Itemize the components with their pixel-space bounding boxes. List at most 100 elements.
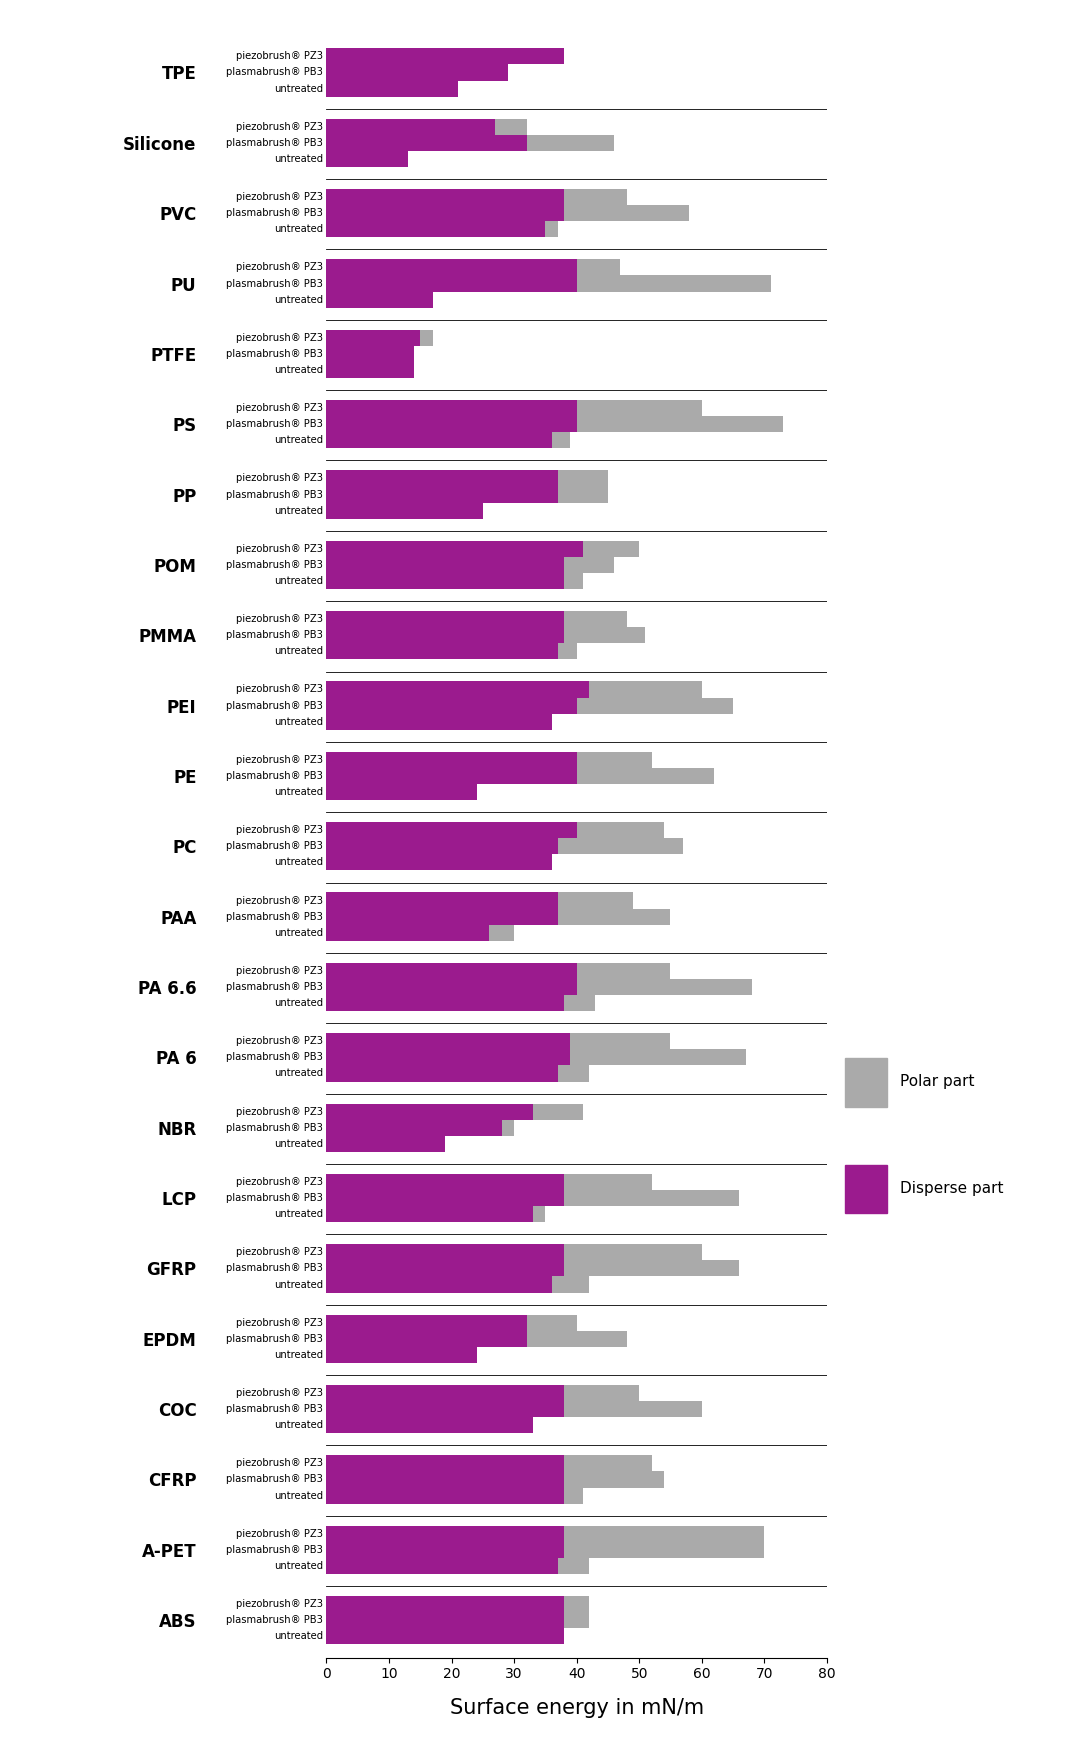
Bar [564,556,614,574]
Text: plasmabrush® PB3: plasmabrush® PB3 [226,67,323,77]
Text: piezobrush® PZ3: piezobrush® PZ3 [236,1600,323,1608]
Bar [564,1612,590,1628]
Text: plasmabrush® PB3: plasmabrush® PB3 [226,209,323,217]
Text: plasmabrush® PB3: plasmabrush® PB3 [226,982,323,993]
Bar [326,1314,527,1331]
Bar [558,470,608,486]
Text: piezobrush® PZ3: piezobrush® PZ3 [236,474,323,484]
Text: untreated: untreated [274,1491,323,1501]
Bar [564,1596,590,1612]
Text: plasmabrush® PB3: plasmabrush® PB3 [226,1052,323,1063]
Text: plasmabrush® PB3: plasmabrush® PB3 [226,560,323,570]
Text: piezobrush® PZ3: piezobrush® PZ3 [236,263,323,272]
Text: untreated: untreated [274,928,323,938]
Bar [326,610,564,628]
Bar [326,1612,564,1628]
Text: untreated: untreated [274,1209,323,1219]
Text: plasmabrush® PB3: plasmabrush® PB3 [226,630,323,640]
Bar [558,644,577,660]
Bar [326,503,483,519]
Text: untreated: untreated [274,1279,323,1289]
Bar [326,1628,564,1643]
Text: untreated: untreated [274,998,323,1009]
Text: untreated: untreated [274,1068,323,1079]
Text: untreated: untreated [274,717,323,726]
Bar [326,291,433,307]
Bar [564,1487,583,1503]
Bar [326,698,577,714]
Bar [326,644,558,660]
Text: plasmabrush® PB3: plasmabrush® PB3 [226,279,323,288]
Bar [326,1103,533,1119]
Text: plasmabrush® PB3: plasmabrush® PB3 [226,1193,323,1203]
Text: piezobrush® PZ3: piezobrush® PZ3 [236,1529,323,1538]
Text: piezobrush® PZ3: piezobrush® PZ3 [236,1387,323,1398]
Bar [326,823,577,838]
Bar [326,1456,564,1472]
Bar [577,752,652,768]
Text: untreated: untreated [274,295,323,305]
Bar [326,1596,564,1612]
Text: piezobrush® PZ3: piezobrush® PZ3 [236,1247,323,1258]
Bar [577,275,770,291]
Text: plasmabrush® PB3: plasmabrush® PB3 [226,1475,323,1484]
Legend: Polar part, Disperse part: Polar part, Disperse part [844,1058,1003,1214]
Bar [577,979,752,995]
Bar [326,1119,502,1137]
Bar [564,1173,652,1189]
Bar [552,1277,590,1293]
Bar [564,610,627,628]
Text: untreated: untreated [274,788,323,796]
Text: plasmabrush® PB3: plasmabrush® PB3 [226,1123,323,1133]
Text: piezobrush® PZ3: piezobrush® PZ3 [236,121,323,132]
Bar [564,189,627,205]
Bar [326,1137,445,1152]
Bar [558,893,633,909]
Bar [564,574,583,589]
Text: piezobrush® PZ3: piezobrush® PZ3 [236,614,323,624]
Text: piezobrush® PZ3: piezobrush® PZ3 [236,51,323,61]
Bar [577,963,670,979]
Bar [326,1189,564,1207]
Bar [326,1558,558,1573]
Bar [564,1189,739,1207]
Text: piezobrush® PZ3: piezobrush® PZ3 [236,824,323,835]
Bar [570,1033,670,1049]
Bar [527,1331,627,1347]
X-axis label: Surface energy in mN/m: Surface energy in mN/m [449,1698,704,1717]
Bar [326,1207,533,1223]
Bar [527,135,614,151]
Text: untreated: untreated [274,365,323,375]
Bar [577,400,702,416]
Bar [558,1065,590,1082]
Bar [590,682,702,698]
Bar [326,361,413,379]
Text: plasmabrush® PB3: plasmabrush® PB3 [226,1333,323,1344]
Text: piezobrush® PZ3: piezobrush® PZ3 [236,333,323,342]
Bar [326,346,413,361]
Bar [326,1542,564,1558]
Text: piezobrush® PZ3: piezobrush® PZ3 [236,403,323,414]
Bar [326,628,564,644]
Bar [326,119,495,135]
Bar [558,486,608,503]
Bar [577,416,783,431]
Bar [326,909,558,924]
Bar [326,1487,564,1503]
Bar [564,1456,652,1472]
Text: untreated: untreated [274,858,323,868]
Bar [545,221,558,237]
Bar [577,823,664,838]
Bar [326,1331,527,1347]
Text: untreated: untreated [274,1421,323,1430]
Text: piezobrush® PZ3: piezobrush® PZ3 [236,1037,323,1045]
Bar [577,698,733,714]
Bar [326,574,564,589]
Bar [564,1401,702,1417]
Bar [564,1472,664,1487]
Text: plasmabrush® PB3: plasmabrush® PB3 [226,842,323,851]
Text: plasmabrush® PB3: plasmabrush® PB3 [226,772,323,781]
Text: untreated: untreated [274,435,323,446]
Bar [326,205,564,221]
Bar [564,1526,764,1542]
